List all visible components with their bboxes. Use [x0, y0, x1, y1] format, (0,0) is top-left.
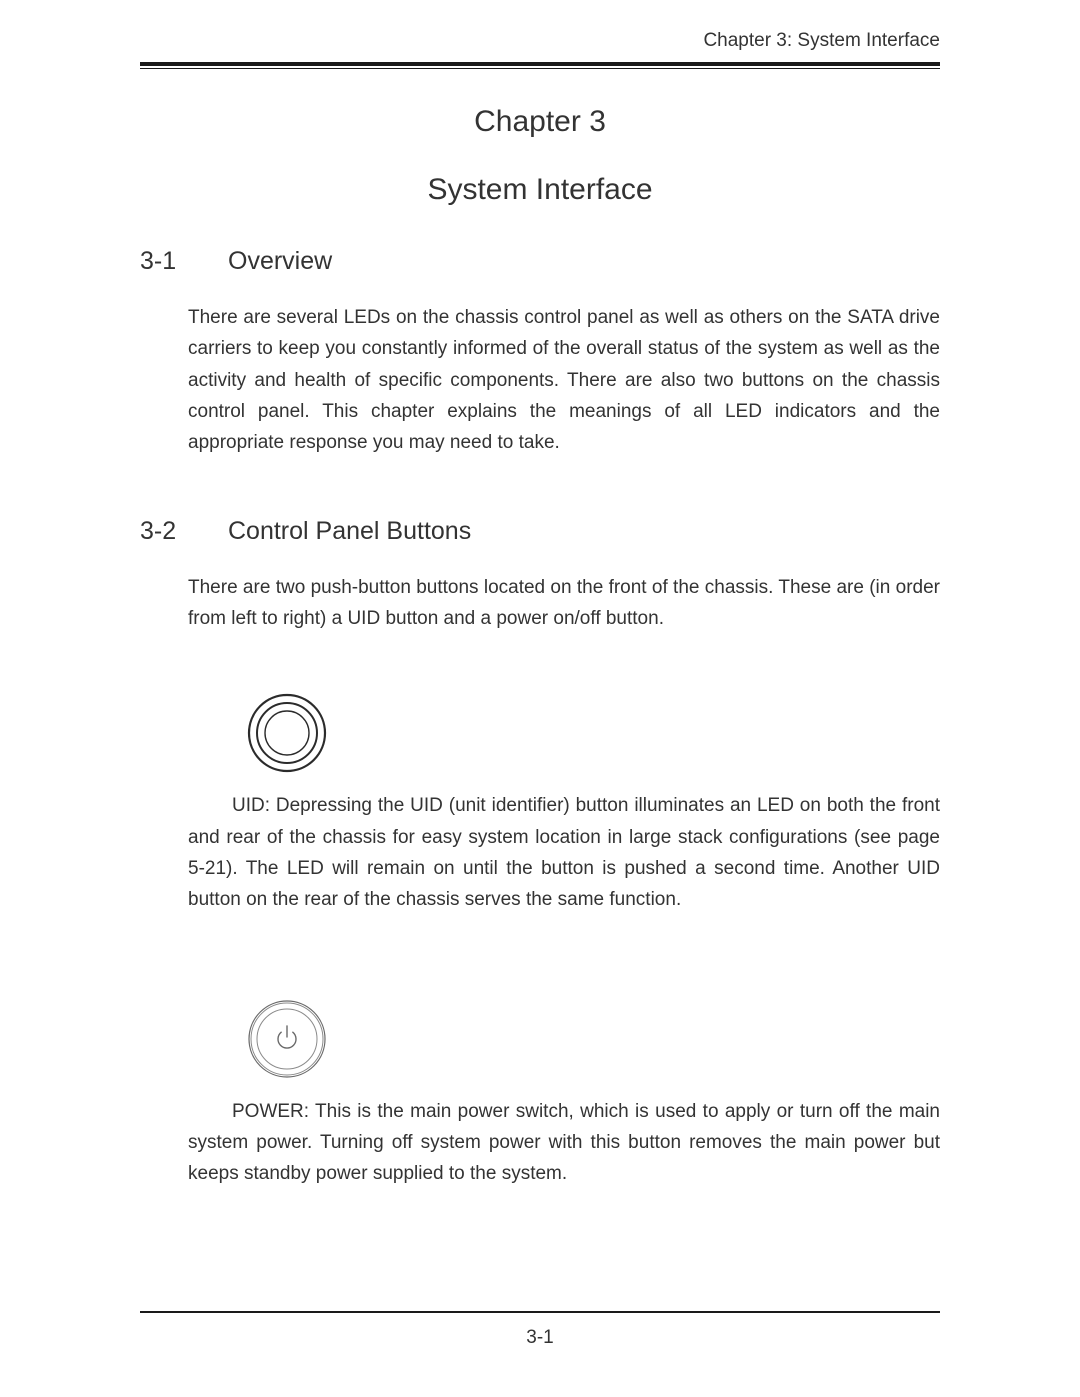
uid-button-icon [246, 692, 328, 774]
power-paragraph: POWER: This is the main power switch, wh… [188, 1096, 940, 1190]
power-button-figure [246, 998, 940, 1080]
section-head-overview: 3-1 Overview [140, 247, 940, 276]
chapter-number: Chapter 3 [140, 105, 940, 139]
page: Chapter 3: System Interface Chapter 3 Sy… [0, 0, 1080, 1397]
section-title: Overview [228, 247, 940, 276]
overview-paragraph: There are several LEDs on the chassis co… [188, 302, 940, 459]
uid-text: Depressing the UID (unit identifier) but… [188, 795, 940, 910]
section-number: 3-1 [140, 247, 228, 276]
chapter-title: System Interface [140, 173, 940, 207]
footer-rule [140, 1311, 940, 1313]
header-rule-thin [140, 68, 940, 69]
power-button-icon [246, 998, 328, 1080]
section-body-cpb: There are two push-button buttons locate… [140, 572, 940, 1190]
running-head: Chapter 3: System Interface [140, 30, 940, 58]
power-label: POWER: [232, 1101, 309, 1122]
uid-paragraph: UID: Depressing the UID (unit identifier… [188, 790, 940, 915]
uid-label: UID: [232, 795, 270, 816]
cpb-intro-paragraph: There are two push-button buttons locate… [188, 572, 940, 635]
header-rule-thick [140, 62, 940, 66]
section-title: Control Panel Buttons [228, 517, 940, 546]
section-control-panel-buttons: 3-2 Control Panel Buttons There are two … [140, 517, 940, 1190]
section-head-cpb: 3-2 Control Panel Buttons [140, 517, 940, 546]
section-overview: 3-1 Overview There are several LEDs on t… [140, 247, 940, 459]
section-number: 3-2 [140, 517, 228, 546]
section-body-overview: There are several LEDs on the chassis co… [140, 302, 940, 459]
uid-button-figure [246, 692, 940, 774]
page-number: 3-1 [0, 1327, 1080, 1349]
